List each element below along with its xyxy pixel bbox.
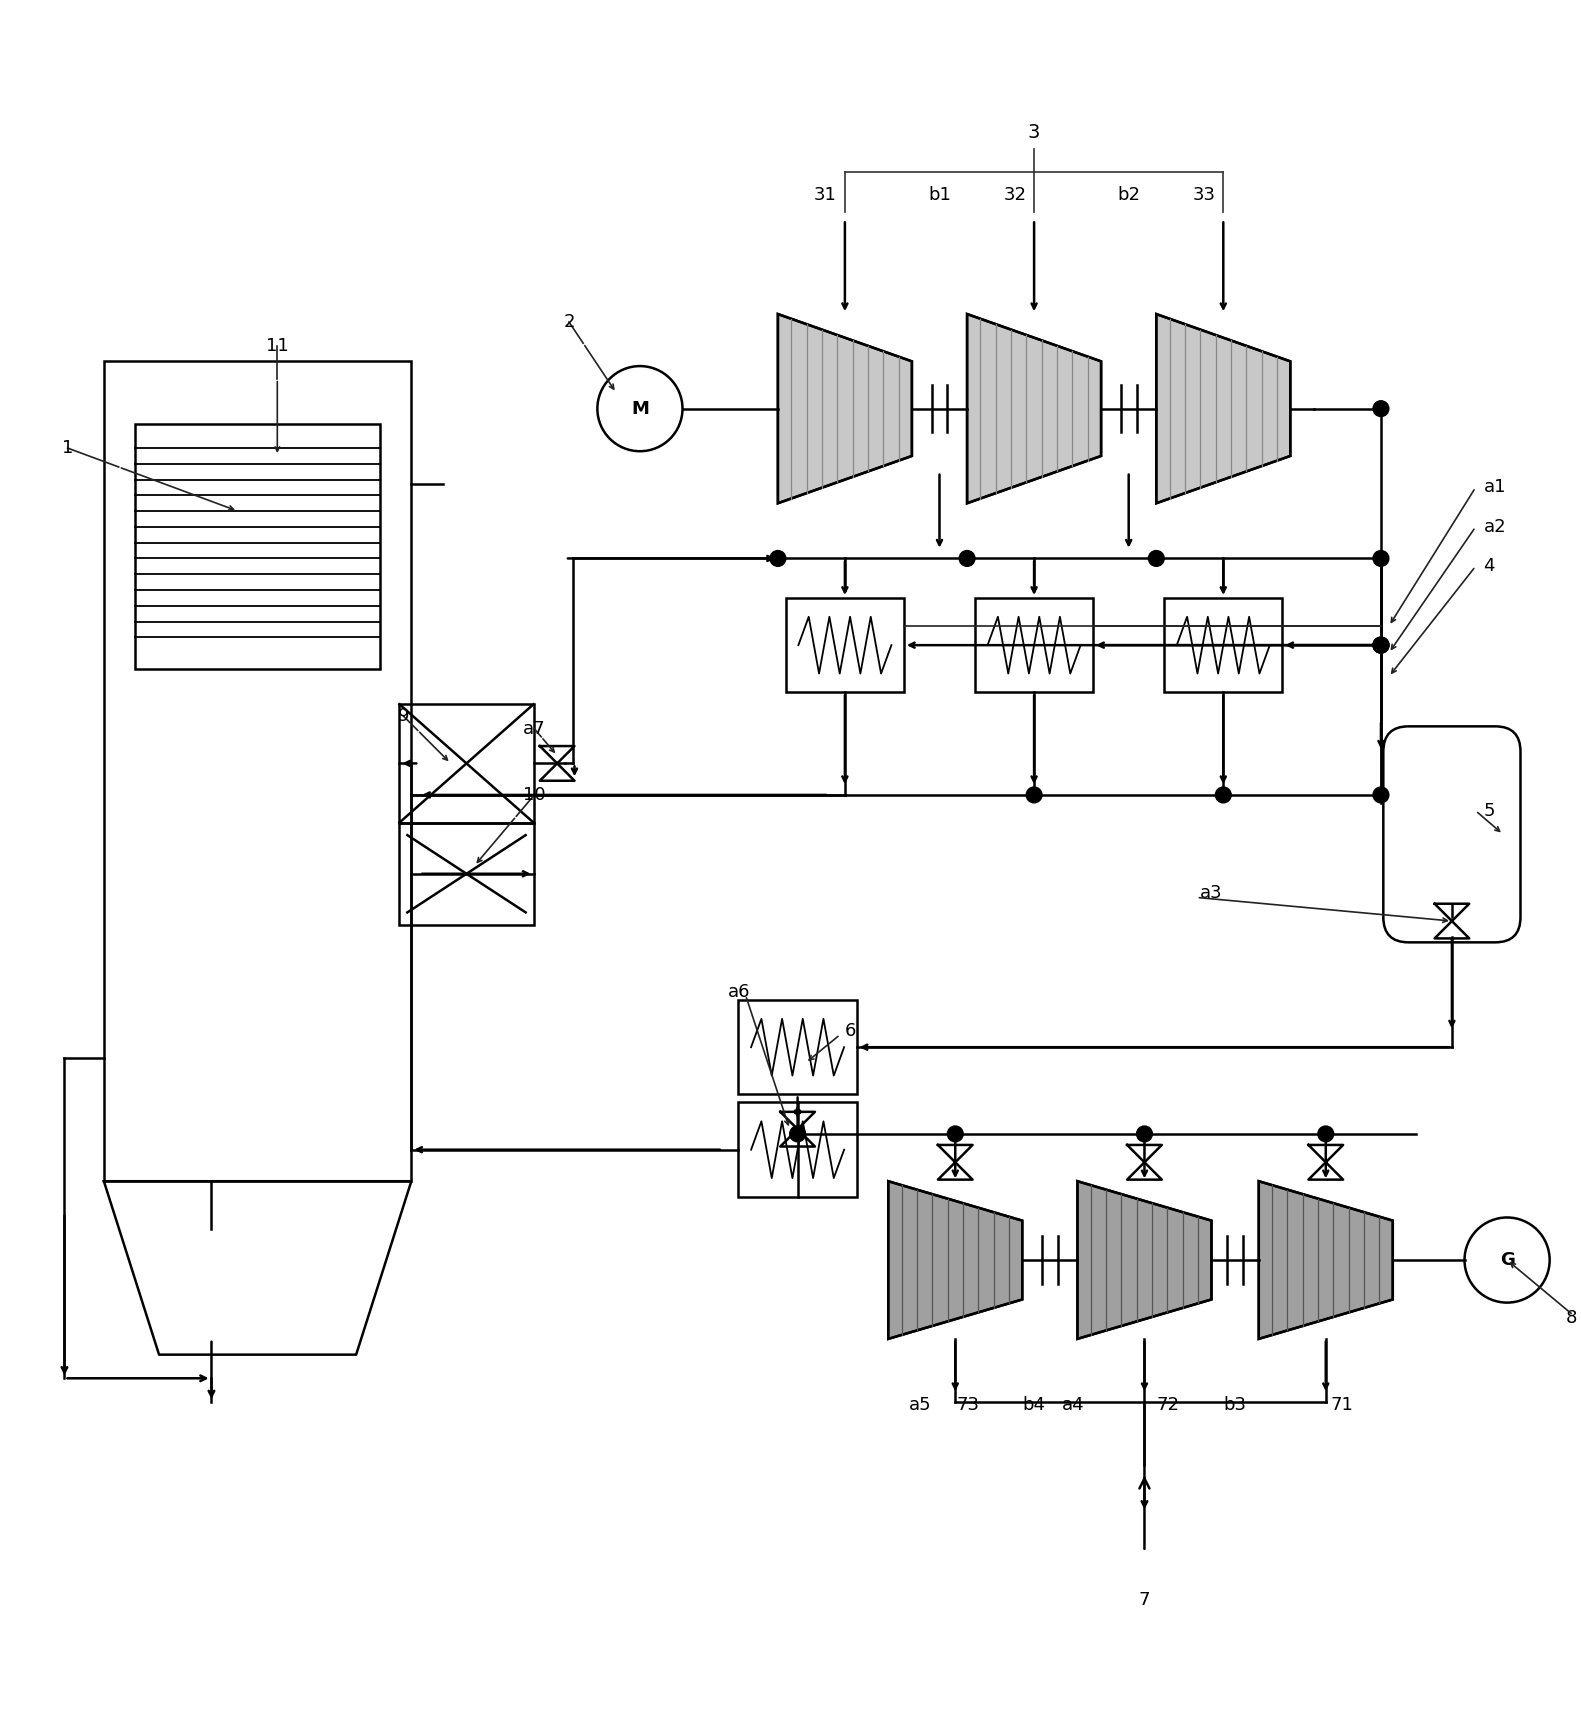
Circle shape bbox=[1372, 637, 1388, 654]
Circle shape bbox=[1372, 637, 1388, 654]
Circle shape bbox=[1148, 551, 1164, 566]
Bar bbox=[136, 424, 379, 669]
Polygon shape bbox=[889, 1181, 1023, 1338]
Text: a5: a5 bbox=[909, 1395, 931, 1414]
Text: a2: a2 bbox=[1483, 518, 1507, 535]
Text: 10: 10 bbox=[523, 786, 545, 803]
Bar bbox=[400, 704, 533, 822]
Text: 31: 31 bbox=[814, 185, 836, 204]
Text: 2: 2 bbox=[563, 312, 575, 331]
Text: b1: b1 bbox=[928, 185, 950, 204]
Text: a4: a4 bbox=[1062, 1395, 1085, 1414]
Text: 7: 7 bbox=[1138, 1591, 1151, 1610]
Circle shape bbox=[770, 551, 786, 566]
Circle shape bbox=[1372, 637, 1388, 654]
Text: 9: 9 bbox=[398, 707, 409, 726]
Text: a1: a1 bbox=[1483, 479, 1507, 496]
Circle shape bbox=[1372, 402, 1388, 417]
Bar bbox=[786, 597, 904, 693]
Text: 6: 6 bbox=[844, 1023, 857, 1040]
Polygon shape bbox=[1078, 1181, 1211, 1338]
Polygon shape bbox=[778, 314, 912, 503]
Circle shape bbox=[1372, 551, 1388, 566]
Text: 72: 72 bbox=[1157, 1395, 1179, 1414]
Text: a6: a6 bbox=[727, 983, 751, 1000]
Bar bbox=[738, 1102, 857, 1198]
Text: M: M bbox=[631, 400, 648, 417]
Text: 3: 3 bbox=[1028, 124, 1040, 142]
Circle shape bbox=[1372, 788, 1388, 803]
Text: b3: b3 bbox=[1224, 1395, 1246, 1414]
Text: b2: b2 bbox=[1118, 185, 1140, 204]
Text: b4: b4 bbox=[1023, 1395, 1045, 1414]
Polygon shape bbox=[968, 314, 1100, 503]
Bar bbox=[975, 597, 1092, 693]
Text: 73: 73 bbox=[957, 1395, 979, 1414]
Text: 33: 33 bbox=[1192, 185, 1216, 204]
Bar bbox=[738, 1000, 857, 1095]
Text: 11: 11 bbox=[266, 336, 289, 355]
Circle shape bbox=[960, 551, 975, 566]
Circle shape bbox=[1026, 788, 1042, 803]
Text: 71: 71 bbox=[1330, 1395, 1353, 1414]
Bar bbox=[104, 362, 411, 1181]
Text: G: G bbox=[1500, 1251, 1515, 1270]
Circle shape bbox=[947, 1126, 963, 1141]
Bar bbox=[1164, 597, 1282, 693]
Text: 5: 5 bbox=[1483, 801, 1496, 820]
Polygon shape bbox=[1258, 1181, 1393, 1338]
Polygon shape bbox=[1156, 314, 1290, 503]
Circle shape bbox=[1137, 1126, 1153, 1141]
Circle shape bbox=[1319, 1126, 1334, 1141]
Text: a7: a7 bbox=[523, 719, 545, 738]
Bar bbox=[400, 822, 533, 925]
Circle shape bbox=[790, 1126, 805, 1141]
Text: 8: 8 bbox=[1565, 1309, 1576, 1326]
Text: 1: 1 bbox=[62, 439, 73, 456]
Text: a3: a3 bbox=[1200, 884, 1222, 901]
Circle shape bbox=[1216, 788, 1232, 803]
Text: 32: 32 bbox=[1004, 185, 1026, 204]
Text: 4: 4 bbox=[1483, 558, 1496, 575]
